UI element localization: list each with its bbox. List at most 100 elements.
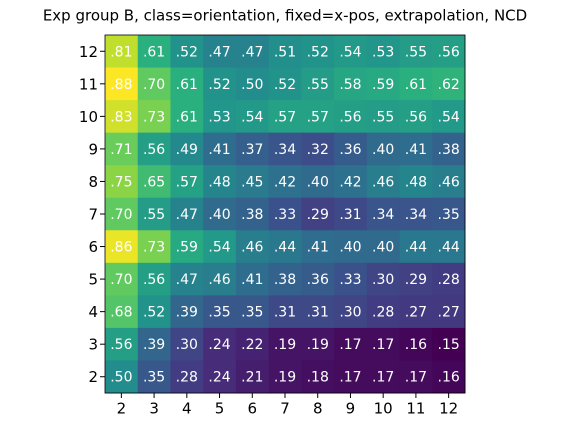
cell-label: .22 [241,337,263,353]
cell [137,67,171,101]
cell-label: .33 [274,207,296,223]
cell-label: .52 [143,305,165,321]
cell-label: .31 [274,305,296,321]
cell-label: .40 [339,240,361,256]
cell [268,100,302,134]
x-tick-label: 8 [313,400,323,418]
cell-label: .70 [143,77,165,93]
cell-label: .35 [143,370,165,386]
cell [399,165,433,199]
cell [301,295,335,329]
cell [334,165,368,199]
cell-label: .38 [438,142,460,158]
cell-label: .44 [438,240,460,256]
cell-label: .57 [307,109,329,125]
cell [170,295,204,329]
cell-label: .52 [208,77,230,93]
y-tick-label: 3 [88,336,98,354]
cell-label: .17 [339,337,361,353]
cell-label: .46 [372,174,394,190]
cell-label: .53 [372,44,394,60]
cell [203,165,237,199]
cell-label: .28 [372,305,394,321]
cell-label: .49 [176,142,198,158]
cell-label: .56 [143,142,165,158]
cell-label: .38 [274,272,296,288]
cell [203,327,237,361]
cell [399,295,433,329]
cell-label: .44 [274,240,296,256]
cell-label: .24 [208,337,230,353]
x-tick-label: 6 [247,400,257,418]
cell-label: .61 [176,109,198,125]
cell-label: .73 [143,240,165,256]
cell-label: .27 [405,305,427,321]
cell-label: .56 [339,109,361,125]
cell-label: .48 [208,174,230,190]
cell [334,230,368,264]
cell-label: .30 [176,337,198,353]
cell-label: .36 [339,142,361,158]
cell-label: .18 [307,370,329,386]
cell [268,197,302,231]
cell [432,165,466,199]
cell [235,295,270,329]
cell-label: .55 [143,207,165,223]
x-tick-label: 12 [439,400,458,418]
cell [268,165,302,199]
cell-label: .73 [143,109,165,125]
cell-label: .21 [241,370,263,386]
cell [432,327,466,361]
cell [105,327,139,361]
cell [235,230,270,264]
cell [105,67,139,101]
cell-label: .53 [208,109,230,125]
cell [105,230,139,264]
cell [105,360,139,394]
cell-label: .46 [241,240,263,256]
cell-label: .54 [339,44,361,60]
cell-label: .34 [405,207,427,223]
cell [137,327,171,361]
x-tick-label: 10 [374,400,393,418]
cell-label: .17 [372,370,394,386]
cell-label: .70 [110,207,132,223]
cell [235,327,270,361]
cell-label: .19 [274,337,296,353]
cell-label: .37 [241,142,263,158]
cell-label: .56 [438,44,460,60]
cell [170,35,204,69]
cell-label: .51 [274,44,296,60]
x-tick-label: 7 [280,400,290,418]
cell [399,67,433,101]
cell [268,327,302,361]
y-tick-label: 4 [88,303,98,321]
cell [170,230,204,264]
cell-label: .16 [438,370,460,386]
y-tick-label: 8 [88,173,98,191]
cell [137,100,171,134]
cell-label: .36 [307,272,329,288]
cell [170,67,204,101]
cell [203,295,237,329]
x-tick-label: 3 [149,400,159,418]
cell-label: .29 [405,272,427,288]
cell [432,360,466,394]
cell [170,165,204,199]
cell [235,262,270,296]
cell [399,262,433,296]
cell [170,360,204,394]
cell [301,360,335,394]
cell-label: .50 [241,77,263,93]
cell [432,230,466,264]
cell-label: .17 [372,337,394,353]
cell [301,67,335,101]
cell-label: .81 [110,44,132,60]
cell-label: .56 [143,272,165,288]
cell [432,262,466,296]
cell-label: .28 [438,272,460,288]
cell [105,35,139,69]
cell [399,327,433,361]
cell [235,35,270,69]
